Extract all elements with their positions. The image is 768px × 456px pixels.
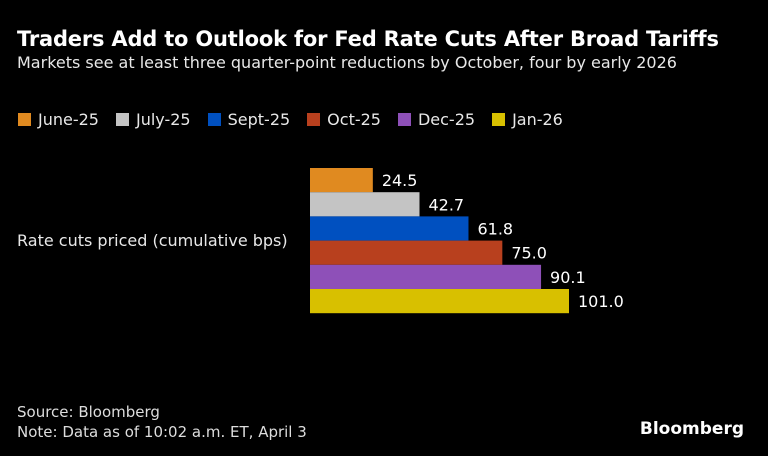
legend-swatch bbox=[397, 113, 411, 126]
legend: June-25 July-25 Sept-25 Oct-25 Dec-25 Jan-26 bbox=[18, 110, 563, 129]
legend-swatch bbox=[307, 113, 321, 126]
legend-swatch bbox=[492, 113, 506, 126]
legend-item: Sept-25 bbox=[207, 110, 291, 129]
data-label: 75.0 bbox=[511, 244, 547, 263]
data-note: Note: Data as of 10:02 a.m. ET, April 3 bbox=[17, 423, 307, 441]
legend-swatch bbox=[207, 113, 221, 126]
chart-title: Traders Add to Outlook for Fed Rate Cuts… bbox=[17, 27, 719, 51]
source-note: Source: Bloomberg bbox=[17, 403, 160, 421]
data-label: 42.7 bbox=[428, 195, 464, 214]
legend-label: June-25 bbox=[38, 110, 99, 129]
legend-swatch bbox=[115, 113, 129, 126]
legend-label: Oct-25 bbox=[327, 110, 381, 129]
legend-item: Dec-25 bbox=[397, 110, 476, 129]
legend-item: June-25 bbox=[18, 110, 99, 129]
category-label: Rate cuts priced (cumulative bps) bbox=[17, 231, 288, 250]
legend-label: Sept-25 bbox=[227, 110, 291, 129]
bar-july-25 bbox=[310, 192, 420, 217]
legend-item: Oct-25 bbox=[307, 110, 381, 129]
bar-jan-26 bbox=[310, 289, 569, 314]
bar-dec-25 bbox=[310, 264, 542, 289]
data-label: 101.0 bbox=[578, 292, 624, 311]
bar-june-25 bbox=[310, 168, 373, 193]
legend-label: Dec-25 bbox=[417, 110, 476, 129]
legend-swatch bbox=[18, 113, 31, 126]
legend-label: Jan-26 bbox=[512, 110, 563, 129]
data-label: 90.1 bbox=[550, 268, 586, 287]
bar-sept-25 bbox=[310, 216, 469, 241]
legend-item: Jan-26 bbox=[492, 110, 563, 129]
data-label: 61.8 bbox=[477, 220, 513, 239]
data-label: 24.5 bbox=[382, 171, 418, 190]
legend-item: July-25 bbox=[115, 110, 191, 129]
chart-subtitle: Markets see at least three quarter-point… bbox=[17, 53, 677, 72]
bar-oct-25 bbox=[310, 240, 503, 265]
bloomberg-logo: Bloomberg bbox=[639, 419, 744, 439]
legend-label: July-25 bbox=[135, 110, 191, 129]
